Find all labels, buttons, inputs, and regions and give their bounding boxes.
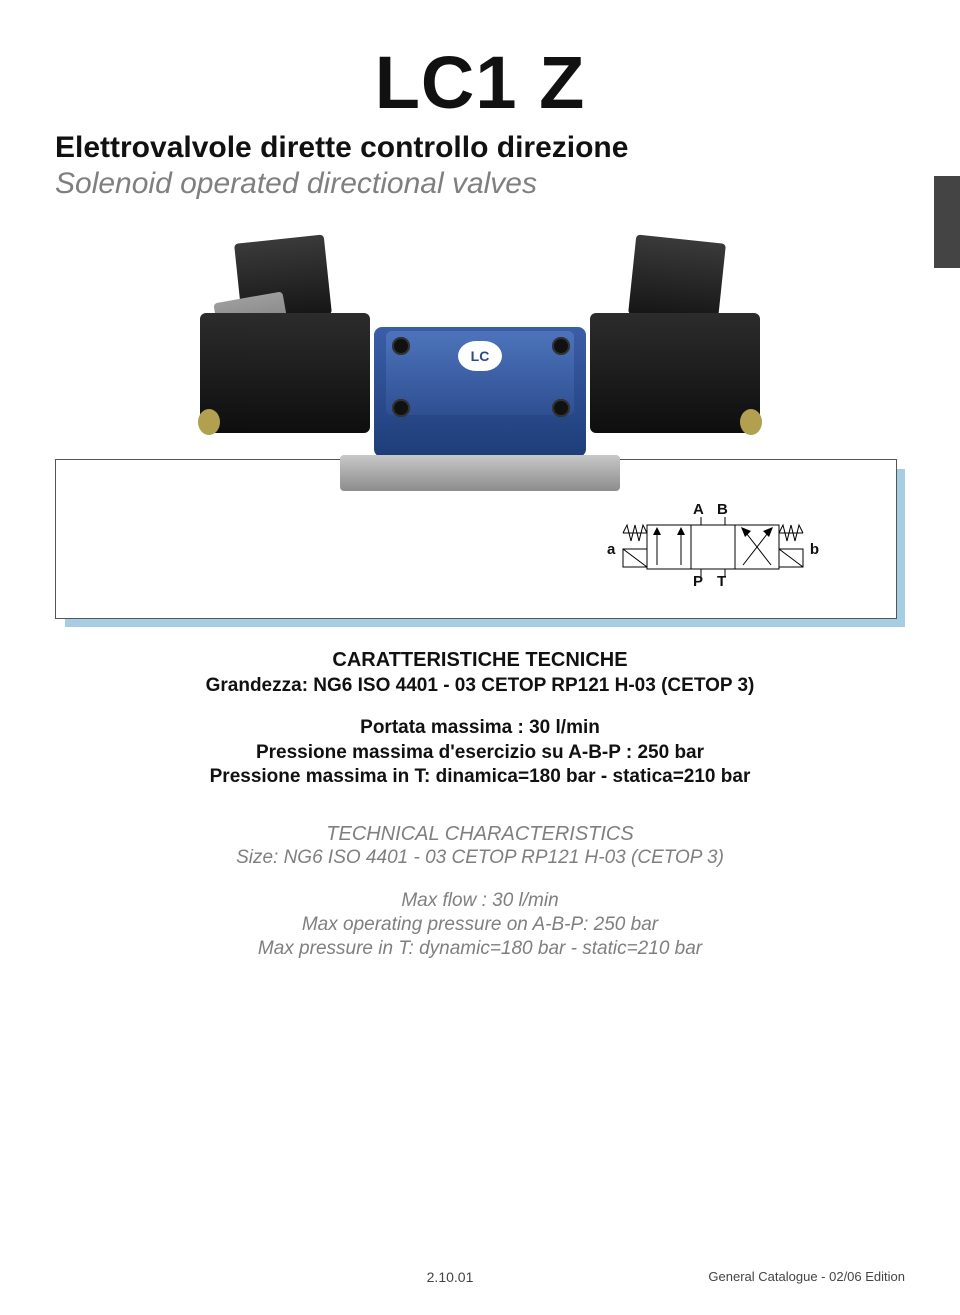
tech-head-it: CARATTERISTICHE TECNICHE (55, 649, 905, 672)
override-left-icon (198, 409, 220, 435)
connector-right-icon (628, 235, 726, 324)
bolt-icon (552, 399, 570, 417)
hydraulic-schematic: A B a b P T (613, 503, 813, 599)
tech-size-it: Grandezza: NG6 ISO 4401 - 03 CETOP RP121… (55, 674, 905, 698)
override-right-icon (740, 409, 762, 435)
tech-flow-it: Portata massima : 30 l/min (55, 716, 905, 740)
solenoid-left-icon (200, 313, 370, 433)
page-footer: 2.10.01 General Catalogue - 02/06 Editio… (55, 1269, 905, 1285)
subtitle-english: Solenoid operated directional valves (55, 167, 905, 201)
brand-logo-icon: LC (458, 341, 502, 371)
footer-page-number: 2.10.01 (255, 1269, 645, 1285)
port-label-t: T (717, 573, 726, 590)
solenoid-right-icon (590, 313, 760, 433)
side-tab (934, 176, 960, 268)
port-label-a: A (693, 501, 704, 518)
side-label-a: a (607, 541, 615, 558)
tech-pressabp-en: Max operating pressure on A-B-P: 250 bar (55, 913, 905, 937)
side-label-b: b (810, 541, 819, 558)
tech-flow-en: Max flow : 30 l/min (55, 889, 905, 913)
tech-presst-it: Pressione massima in T: dinamica=180 bar… (55, 765, 905, 789)
tech-pressabp-it: Pressione massima d'esercizio su A-B-P :… (55, 741, 905, 765)
tech-size-en: Size: NG6 ISO 4401 - 03 CETOP RP121 H-03… (55, 846, 905, 870)
tech-presst-en: Max pressure in T: dynamic=180 bar - sta… (55, 937, 905, 961)
tech-head-en: TECHNICAL CHARACTERISTICS (55, 823, 905, 846)
bolt-icon (392, 399, 410, 417)
product-code: LC1 Z (55, 40, 905, 125)
footer-edition: General Catalogue - 02/06 Edition (645, 1269, 905, 1285)
base-plate-icon (340, 455, 620, 491)
technical-characteristics: CARATTERISTICHE TECNICHE Grandezza: NG6 … (55, 649, 905, 962)
valve-illustration: LC (200, 243, 760, 543)
bolt-icon (552, 337, 570, 355)
subtitle-italian: Elettrovalvole dirette controllo direzio… (55, 131, 905, 165)
product-figure: LC A B a b P T (55, 219, 905, 619)
port-label-p: P (693, 573, 703, 590)
bolt-icon (392, 337, 410, 355)
port-label-b: B (717, 501, 728, 518)
schematic-icon (613, 503, 813, 593)
